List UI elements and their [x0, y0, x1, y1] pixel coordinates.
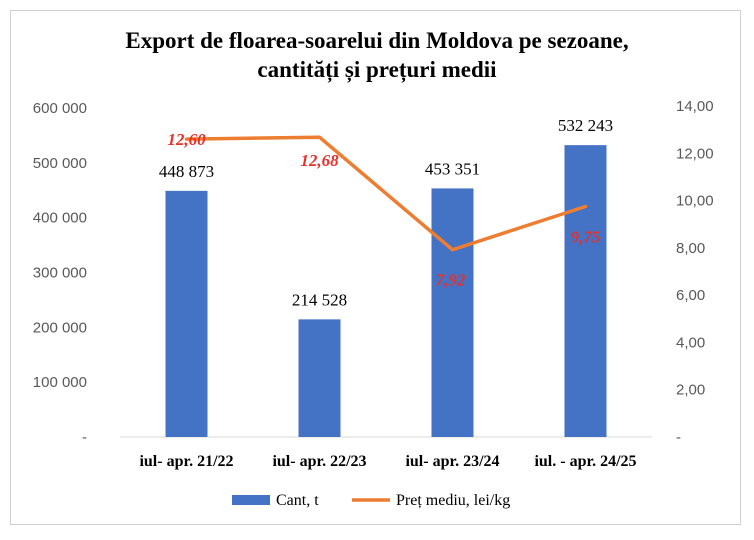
bar	[431, 188, 474, 437]
left-axis-tick-label: 500 000	[33, 155, 87, 172]
right-axis: - 2,00 4,00 6,00 8,00 10,00 12,00 14,00	[676, 98, 714, 446]
bar-series	[165, 145, 607, 437]
right-axis-tick-label: 10,00	[676, 193, 714, 210]
bar-data-label: 448 873	[159, 162, 214, 181]
bar-labels: 448 873 214 528 453 351 532 243	[159, 116, 613, 309]
line-labels: 12,60 12,68 7,92 9,75	[167, 130, 601, 290]
left-axis-tick-label: 400 000	[33, 210, 87, 227]
right-axis-tick-label: 2,00	[676, 382, 705, 399]
chart-frame	[10, 10, 741, 525]
bar-data-label: 453 351	[425, 159, 480, 178]
category-label: iul. - apr. 24/25	[534, 453, 636, 470]
left-axis: - 100 000 200 000 300 000 400 000 500 000 600 …	[33, 100, 87, 446]
right-axis-tick-label: 12,00	[676, 145, 714, 162]
line-series	[184, 135, 588, 252]
bar-data-label: 532 243	[558, 116, 613, 135]
category-labels: iul- apr. 21/22 iul- apr. 22/23 iul- apr. …	[139, 453, 636, 470]
chart-title-line-1: Export de floarea-soarelui din Moldova p…	[125, 28, 629, 53]
legend: Cant, t Preț mediu, lei/kg	[232, 492, 510, 509]
right-axis-tick-label: 4,00	[676, 334, 705, 351]
right-axis-tick-label: 6,00	[676, 287, 705, 304]
bar	[564, 145, 607, 437]
bar	[165, 190, 208, 437]
legend-label-line: Preț mediu, lei/kg	[396, 492, 510, 509]
legend-swatch-bar	[232, 495, 270, 505]
chart-title: Export de floarea-soarelui din Moldova p…	[0, 26, 754, 84]
bar-data-label: 214 528	[292, 290, 347, 309]
category-label: iul- apr. 23/24	[405, 453, 499, 470]
category-label: iul- apr. 22/23	[272, 453, 366, 470]
right-axis-tick-label: -	[676, 429, 681, 446]
line-data-label: 9,75	[571, 227, 601, 246]
category-label: iul- apr. 21/22	[139, 453, 233, 470]
right-axis-tick-label: 14,00	[676, 98, 714, 115]
line-data-label: 12,68	[300, 151, 339, 170]
right-axis-tick-label: 8,00	[676, 240, 705, 257]
bar	[298, 319, 341, 437]
left-axis-tick-label: -	[82, 429, 87, 446]
left-axis-tick-label: 300 000	[33, 265, 87, 282]
left-axis-tick-label: 600 000	[33, 100, 87, 117]
line-data-label: 7,92	[436, 271, 466, 290]
left-axis-tick-label: 100 000	[33, 374, 87, 391]
chart-title-line-2: cantități și prețuri medii	[257, 57, 497, 82]
line-data-label: 12,60	[167, 130, 206, 149]
left-axis-tick-label: 200 000	[33, 319, 87, 336]
price-line	[184, 135, 588, 252]
legend-label-bar: Cant, t	[276, 492, 319, 509]
